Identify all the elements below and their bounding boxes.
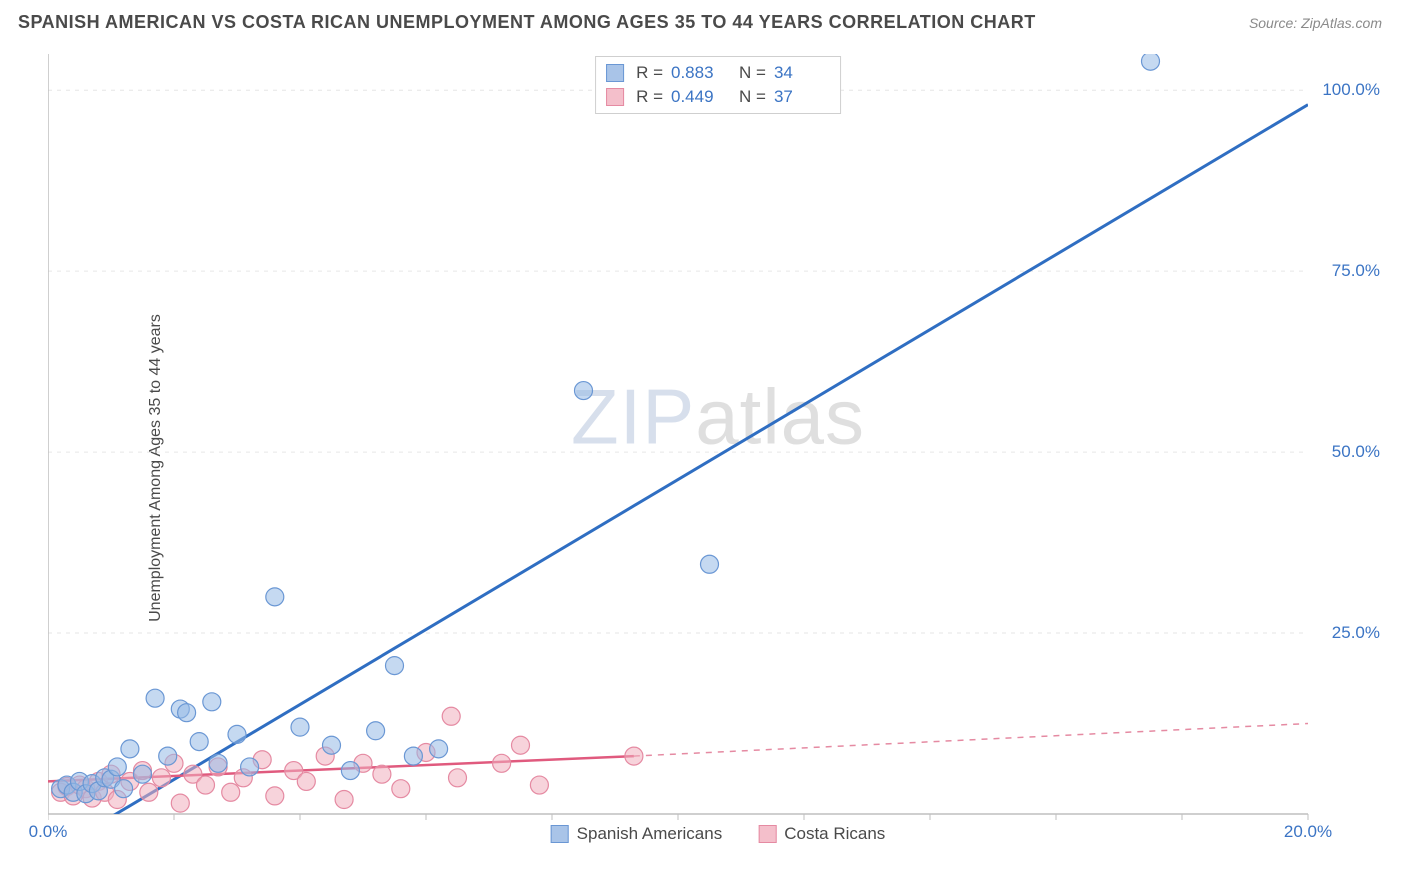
- x-tick-label: 0.0%: [29, 822, 68, 842]
- legend-label: Spanish Americans: [577, 824, 723, 844]
- n-label: N =: [739, 63, 766, 83]
- correlation-row-2: R = 0.449 N = 37: [606, 85, 830, 109]
- swatch-pink: [758, 825, 776, 843]
- series-legend: Spanish Americans Costa Ricans: [551, 824, 886, 844]
- correlation-row-1: R = 0.883 N = 34: [606, 61, 830, 85]
- n-value: 34: [774, 63, 830, 83]
- swatch-pink: [606, 88, 624, 106]
- legend-item-spanish: Spanish Americans: [551, 824, 723, 844]
- r-value: 0.883: [671, 63, 727, 83]
- legend-label: Costa Ricans: [784, 824, 885, 844]
- r-label: R =: [636, 63, 663, 83]
- chart-title: SPANISH AMERICAN VS COSTA RICAN UNEMPLOY…: [18, 12, 1036, 33]
- plot-region: ZIPatlas R = 0.883 N = 34 R = 0.449 N = …: [48, 54, 1388, 844]
- source-attribution: Source: ZipAtlas.com: [1249, 15, 1382, 31]
- y-tick-label: 50.0%: [1332, 442, 1380, 462]
- correlation-legend: R = 0.883 N = 34 R = 0.449 N = 37: [595, 56, 841, 114]
- x-tick-label: 20.0%: [1284, 822, 1332, 842]
- y-tick-label: 75.0%: [1332, 261, 1380, 281]
- y-tick-label: 25.0%: [1332, 623, 1380, 643]
- swatch-blue: [551, 825, 569, 843]
- r-value: 0.449: [671, 87, 727, 107]
- data-svg: [48, 54, 1388, 844]
- chart-area: Unemployment Among Ages 35 to 44 years Z…: [0, 44, 1406, 892]
- y-tick-label: 100.0%: [1322, 80, 1380, 100]
- swatch-blue: [606, 64, 624, 82]
- n-label: N =: [739, 87, 766, 107]
- r-label: R =: [636, 87, 663, 107]
- n-value: 37: [774, 87, 830, 107]
- legend-item-costa: Costa Ricans: [758, 824, 885, 844]
